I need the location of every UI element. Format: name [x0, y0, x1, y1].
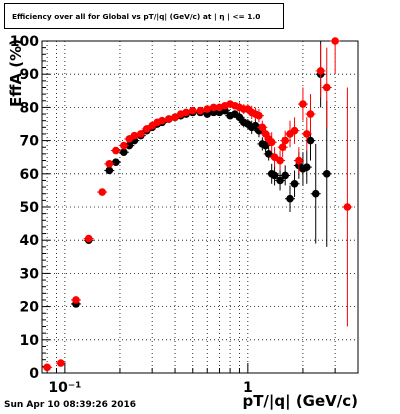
data-point [311, 189, 320, 198]
y-tick-label: 100 [10, 34, 39, 50]
data-point [267, 138, 276, 147]
data-point [316, 67, 325, 75]
x-axis-label: pT/|q| (GeV/c) [242, 392, 358, 411]
data-point [130, 131, 139, 140]
data-point [270, 171, 279, 180]
data-point [258, 123, 267, 132]
data-point [322, 83, 331, 92]
timestamp-label: Sun Apr 10 08:39:26 2016 [4, 400, 137, 410]
data-point [98, 188, 107, 196]
data-point [105, 160, 114, 168]
y-tick-label: 60 [20, 167, 40, 183]
y-tick-label: 10 [20, 333, 40, 349]
data-point [120, 141, 128, 150]
y-tick-label: 0 [29, 366, 39, 382]
data-point [306, 136, 315, 145]
data-point [235, 113, 244, 122]
data-point [112, 158, 120, 166]
data-point [276, 156, 284, 165]
data-point [286, 194, 294, 203]
data-point [343, 203, 352, 211]
data-point [255, 111, 263, 120]
y-tick-label: 90 [20, 67, 40, 83]
data-point [302, 163, 311, 171]
data-point [270, 153, 279, 161]
y-tick-label: 30 [20, 266, 40, 282]
y-tick-label: 20 [20, 300, 40, 316]
data-point [306, 110, 315, 118]
data-point [281, 171, 289, 180]
data-point [322, 170, 331, 178]
data-point [43, 363, 51, 372]
data-point [302, 130, 311, 138]
data-point [171, 113, 179, 122]
data-point [188, 106, 197, 115]
data-point [120, 148, 128, 157]
y-tick-label: 80 [20, 100, 40, 116]
data-point [112, 146, 120, 155]
data-point [158, 116, 166, 125]
data-point [295, 156, 303, 165]
data-point [196, 106, 205, 115]
data-point [182, 108, 190, 117]
data-point [264, 150, 273, 158]
data-point [125, 141, 134, 150]
data-point [136, 130, 145, 138]
y-tick-label: 40 [20, 233, 40, 249]
data-point [203, 105, 212, 113]
data-point [261, 141, 270, 150]
chart-title: Efficiency over all for Global vs pT/|q|… [12, 12, 261, 21]
data-point [278, 143, 287, 152]
data-point [281, 136, 289, 145]
data-point [209, 103, 218, 112]
data-point [299, 100, 307, 108]
data-point [84, 234, 93, 243]
data-point [142, 125, 151, 133]
data-point [56, 359, 65, 367]
data-point [290, 126, 299, 135]
y-axis-label: EffA (%) [7, 39, 25, 107]
x-tick-label: 1 [243, 380, 253, 396]
data-point [72, 296, 80, 304]
y-tick-label: 70 [20, 134, 40, 150]
data-point [276, 176, 284, 185]
x-tick-label: 10⁻¹ [48, 380, 81, 396]
data-point [290, 179, 299, 188]
data-point [105, 166, 114, 175]
data-point [331, 37, 339, 45]
title-box: Efficiency over all for Global vs pT/|q|… [4, 3, 284, 29]
y-tick-label: 50 [20, 200, 40, 216]
